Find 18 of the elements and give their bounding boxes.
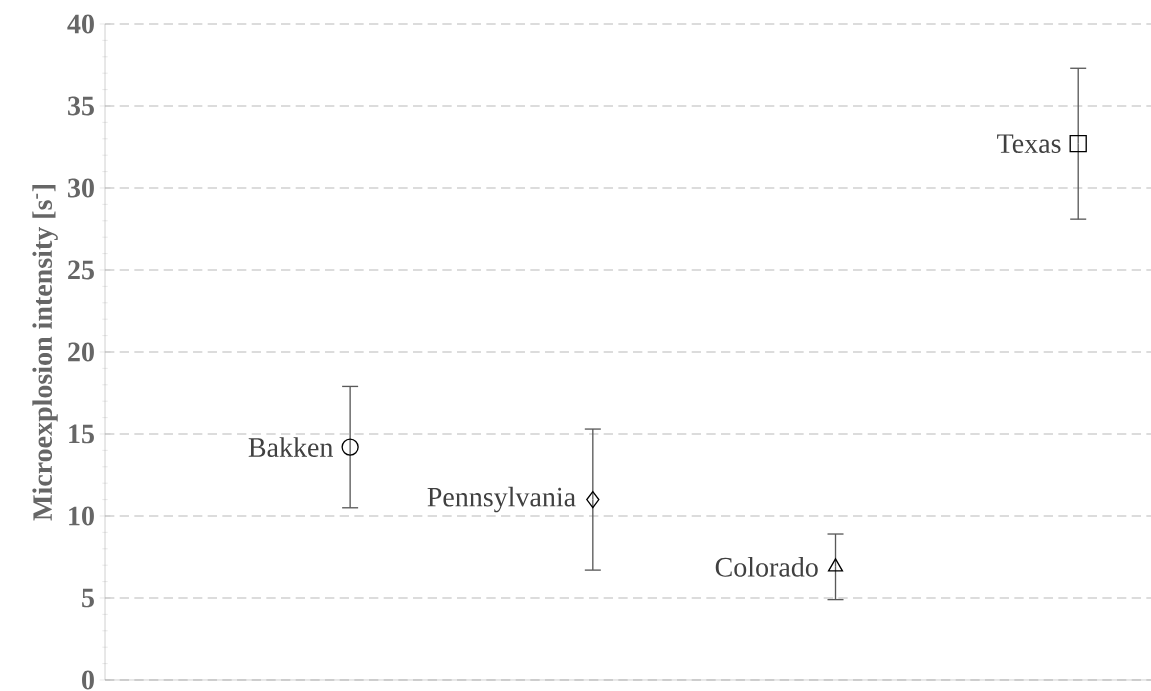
series-label: Pennsylvania: [427, 486, 576, 513]
y-tick-label: 0: [82, 670, 94, 690]
y-tick-label: 5: [82, 588, 94, 608]
y-tick-label: 25: [68, 260, 94, 280]
point: [1069, 135, 1087, 153]
y-tick-label: 30: [68, 178, 94, 198]
point: [827, 558, 844, 572]
y-tick-label: 20: [68, 342, 94, 362]
series-label: Bakken: [248, 437, 333, 457]
y-tick-label: 10: [69, 506, 94, 526]
series-label: Texas: [997, 134, 1061, 154]
series-label: Colorado: [715, 556, 818, 577]
y-axis-title: Microexplosion intensity [s$^{-}$]: [32, 185, 58, 521]
point: [341, 438, 359, 456]
y-tick-label: 35: [68, 96, 94, 116]
point: [586, 490, 600, 509]
y-tick-label: 15: [69, 424, 94, 444]
y-tick-label: 40: [67, 14, 94, 34]
